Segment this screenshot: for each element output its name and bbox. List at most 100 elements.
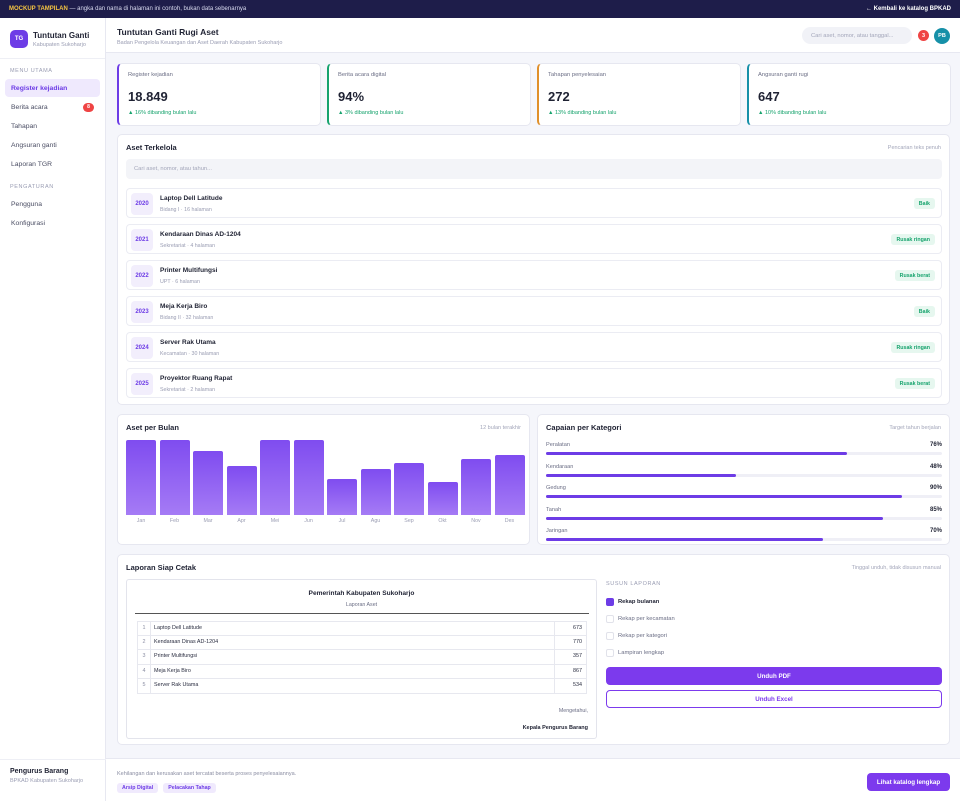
category-progress-panel: Capaian per Kategori Target tahun berjal… [537,414,950,545]
kpi-label: Berita acara digital [338,72,387,78]
list-item[interactable]: 2022 Printer Multifungsi UPT · 6 halaman… [126,260,942,290]
checkbox[interactable] [606,649,614,657]
list-item[interactable]: 2023 Meja Kerja Biro Bidang II · 32 hala… [126,296,942,326]
row-value: 673 [554,622,586,635]
bar-jul [327,479,357,515]
sidebar-item-berita-acara[interactable]: Berita acara 8 [5,98,100,116]
list-item[interactable]: 2024 Server Rak Utama Kecamatan · 30 hal… [126,332,942,362]
tick-label: Mar [203,518,213,524]
table-row: 1 Laptop Dell Latitude 673 [137,621,587,636]
sidebar-user: Pengurus Barang BPKAD Kabupaten Sukoharj… [0,759,106,801]
sidebar-item-register[interactable]: Register kejadian [5,79,100,97]
asset-name: Printer Multifungsi [160,267,218,274]
section-note: Pencarian teks penuh [887,145,941,151]
asset-search-input[interactable]: Cari aset, nomor, atau tahun... [126,159,942,179]
checkbox[interactable] [606,632,614,640]
table-row: 3 Printer Multifungsi 357 [137,650,587,665]
progress-label: Peralatan [546,442,570,448]
row-number: 5 [138,679,151,693]
download-excel-button[interactable]: Unduh Excel [606,690,942,708]
row-name: Kendaraan Dinas AD-1204 [154,638,219,645]
tick-label: Jul [338,518,346,524]
progress-percent: 85% [929,506,942,513]
asset-meta: Sekretariat · 2 halaman [160,387,216,393]
progress-fill [546,538,824,541]
option-rekap-kategori[interactable]: Rekap per kategori [606,631,667,641]
back-to-catalog-link[interactable]: ← Kembali ke katalog BPKAD [865,6,951,12]
sidebar-section-settings: PENGATURAN [10,184,54,190]
avatar[interactable]: PB [934,28,950,44]
option-rekap-kecamatan[interactable]: Rekap per kecamatan [606,614,675,624]
option-label: Rekap bulanan [618,599,660,605]
year-badge: 2023 [131,301,153,323]
year-badge: 2020 [131,193,153,215]
tick-label: Sep [404,518,414,524]
progress-track [546,473,942,477]
progress-percent: 70% [929,528,942,534]
kpi-label: Tahapan penyelesaian [548,72,607,78]
brand-title: Tuntutan Ganti [33,30,90,40]
section-title: Aset Terkelola [126,143,177,152]
mockup-banner: MOCKUP TAMPILAN — angka dan nama di hala… [0,0,960,18]
asset-name: Proyektor Ruang Rapat [160,375,233,382]
kpi-delta: ▲ 13% dibanding bulan lalu [548,110,617,116]
progress-row: Peralatan 76% [546,442,942,455]
asset-meta: Kecamatan · 30 halaman [160,351,220,357]
sidebar-item-label: Laporan TGR [11,160,53,168]
list-item[interactable]: 2020 Laptop Dell Latitude Bidang I · 16 … [126,188,942,218]
status-badge: Baik [913,306,935,317]
progress-percent: 90% [929,485,942,491]
kpi-value: 647 [758,89,780,104]
list-item[interactable]: 2021 Kendaraan Dinas AD-1204 Sekretariat… [126,224,942,254]
search-input[interactable]: Cari aset, nomor, atau tanggal... [802,27,912,44]
bar-mei [260,440,290,515]
checkbox[interactable] [606,615,614,623]
kpi-delta: ▲ 10% dibanding bulan lalu [758,110,827,116]
row-name: Laptop Dell Latitude [154,625,202,631]
sidebar-item-label: Register kejadian [11,84,68,92]
footer-tags: Arsip Digital Pelacakan Tahap [117,783,216,793]
sidebar-item-konfigurasi[interactable]: Konfigurasi [5,214,100,232]
sidebar-item-tahapan[interactable]: Tahapan [5,117,100,135]
sidebar-item-angsuran[interactable]: Angsuran ganti [5,136,100,154]
banner-message: — angka dan nama di halaman ini contoh, … [69,6,247,12]
list-item[interactable]: 2025 Proyektor Ruang Rapat Sekretariat ·… [126,368,942,398]
status-badge: Rusak ringan [891,234,935,245]
report-acknowledge: Mengetahui, [558,708,588,714]
section-note: Target tahun berjalan [889,425,941,431]
kpi-card-tahapan: Tahapan penyelesaian 272 ▲ 13% dibanding… [537,63,741,126]
download-pdf-button[interactable]: Unduh PDF [606,667,942,685]
progress-row: Jaringan 70% [546,528,942,541]
catalog-button[interactable]: Lihat katalog lengkap [867,773,950,791]
report-subtitle: Laporan Aset [345,602,378,608]
checkbox[interactable] [606,598,614,606]
notification-badge[interactable]: 3 [918,30,929,41]
kpi-card-berita-acara: Berita acara digital 94% ▲ 3% dibanding … [327,63,531,126]
progress-track [546,516,942,520]
kpi-delta: ▲ 16% dibanding bulan lalu [128,110,197,116]
options-title: SUSUN LAPORAN [606,581,661,587]
progress-row: Kendaraan 48% [546,464,942,477]
progress-label: Kendaraan [546,463,574,470]
option-label: Rekap per kategori [618,633,667,639]
report-panel: Laporan Siap Cetak Tinggal unduh, tidak … [117,554,950,745]
sidebar-item-label: Tahapan [11,122,38,130]
row-value: 867 [554,664,586,678]
asset-meta: Sekretariat · 4 halaman [160,243,216,249]
sidebar-item-pengguna[interactable]: Pengguna [5,195,100,213]
option-rekap-bulanan[interactable]: Rekap bulanan [606,597,659,607]
sidebar-item-laporan[interactable]: Laporan TGR [5,155,100,173]
row-name: Meja Kerja Biro [154,667,191,674]
report-divider [135,613,589,614]
row-name: Server Rak Utama [154,682,199,688]
section-note: Tinggal unduh, tidak disusun manual [851,565,941,571]
option-lampiran[interactable]: Lampiran lengkap [606,648,664,658]
table-row: 5 Server Rak Utama 534 [137,679,587,694]
asset-name: Server Rak Utama [160,339,216,346]
feature-tag: Arsip Digital [117,783,159,793]
user-name: Pengurus Barang [10,768,69,775]
sidebar-item-label: Pengguna [11,200,42,208]
tick-label: Mei [270,518,280,524]
bar-sep [394,463,424,515]
kpi-value: 94% [338,89,365,104]
